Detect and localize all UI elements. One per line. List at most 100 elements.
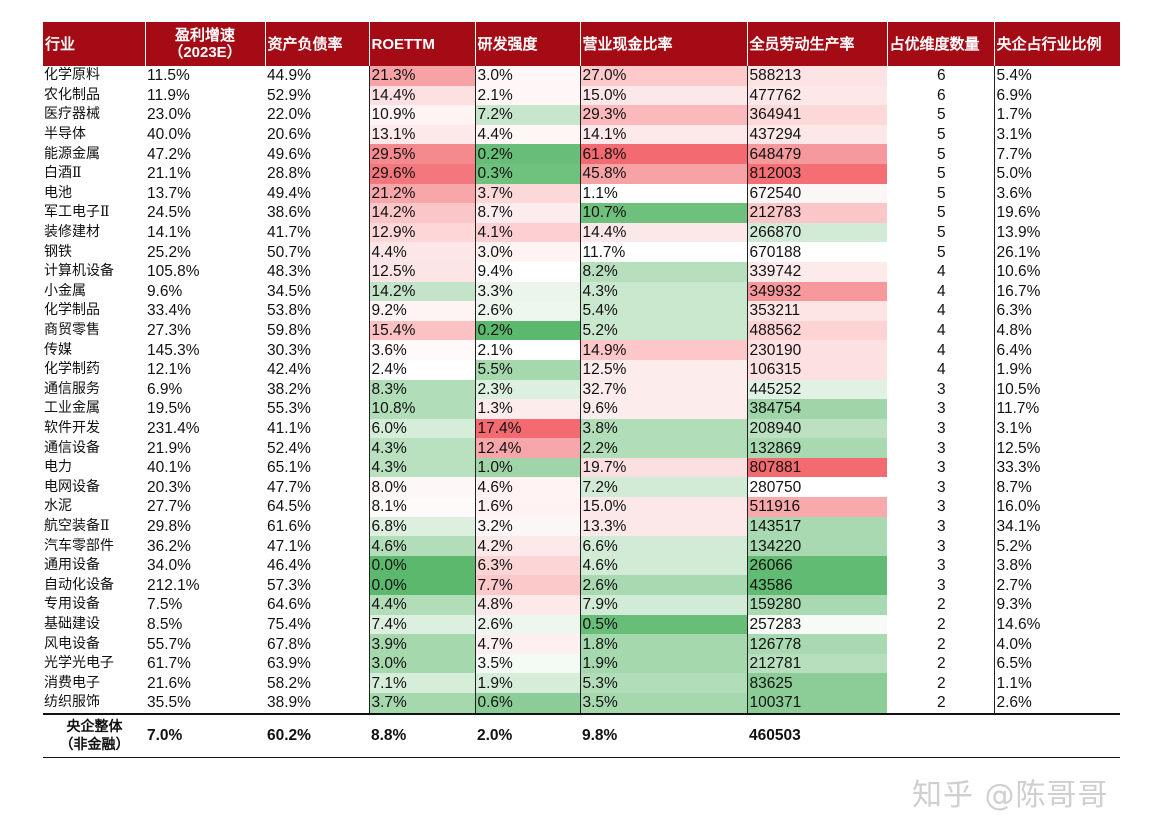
table-cell: 47.1% (267, 537, 311, 555)
summary-row: 央企整体 （非金融） 7.0% 60.2% 8.8% 2.0% 9.8% 460503 (43, 712, 1120, 758)
table-cell: 5.0% (993, 163, 1120, 184)
table-cell: 3.0% (368, 653, 475, 674)
table-cell: 25.2% (147, 243, 191, 261)
table-cell: 20.3% (147, 478, 191, 496)
table-cell: 15.0% (579, 85, 747, 106)
table-cell: 132869 (746, 438, 887, 458)
table-cell: 145.3% (147, 341, 200, 359)
table-cell: 11.7% (993, 399, 1120, 419)
table-cell: 4.6% (474, 477, 580, 498)
table-cell: 5 (936, 145, 946, 163)
table-cell: 2.2% (579, 438, 747, 458)
industry-name: 小金属 (44, 282, 86, 299)
table-cell: 19.6% (993, 203, 1120, 223)
industry-name: 装修建材 (44, 224, 100, 241)
table-cell: 9.6% (579, 399, 747, 419)
table-cell: 29.6% (368, 163, 475, 184)
table-cell: 48.3% (267, 263, 311, 281)
table-cell: 13.7% (147, 184, 191, 202)
table-cell: 58.2% (267, 674, 311, 692)
table-cell: 2 (936, 596, 946, 614)
table-cell: 4.7% (474, 634, 580, 654)
table-cell: 10.8% (368, 399, 475, 419)
table-cell: 230190 (746, 340, 887, 360)
table-header-row: 行业 盈利增速 （2023E） 资产负债率 ROETTM 研发强度 营业现金比率 全员劳动生… (43, 22, 1121, 66)
table-cell: 2.6% (474, 301, 580, 321)
table-cell: 38.6% (267, 204, 311, 222)
table-cell: 38.9% (267, 694, 311, 712)
industry-name: 汽车零部件 (44, 537, 114, 554)
table-cell: 2 (936, 655, 946, 673)
industry-name: 化学制药 (44, 361, 100, 378)
table-cell: 6.9% (147, 380, 183, 398)
industry-name: 计算机设备 (44, 263, 114, 280)
table-cell: 105.8% (147, 263, 200, 281)
table-cell: 14.9% (579, 340, 747, 360)
table-cell: 4.3% (368, 438, 475, 458)
table-cell: 6.3% (993, 301, 1120, 321)
industry-name: 风电设备 (44, 635, 100, 652)
table-cell: 3 (936, 380, 946, 398)
table-cell: 7.4% (368, 614, 475, 635)
industry-name: 钢铁 (44, 243, 72, 260)
table-cell: 1.7% (993, 105, 1120, 125)
industry-name: 电网设备 (44, 478, 100, 495)
table-cell: 19.5% (147, 400, 191, 418)
table-cell: 57.3% (267, 576, 311, 594)
table-cell: 4 (936, 282, 946, 300)
table-cell: 349932 (746, 281, 887, 302)
table-cell: 212.1% (147, 576, 200, 594)
table-row: 电网设备 20.3% 47.7% 8.0% 4.6% 7.2% 280750 3 8.7% (43, 477, 1120, 498)
table-cell: 1.1% (579, 183, 747, 204)
table-cell: 2 (936, 615, 946, 633)
table-cell: 0.5% (579, 614, 747, 635)
table-cell: 6.8% (368, 516, 475, 537)
table-cell: 13.1% (368, 124, 475, 145)
table-cell: 8.5% (147, 615, 183, 633)
table-row: 化学原料 11.5% 44.9% 21.3% 3.0% 27.0% 588213 6 5.4% (43, 66, 1120, 86)
table-cell: 4 (936, 322, 946, 340)
table-cell: 15.4% (368, 320, 475, 341)
table-cell: 5.4% (579, 301, 747, 321)
column-header: 行业 (43, 22, 146, 66)
table-cell: 46.4% (267, 557, 311, 575)
table-cell: 20.6% (267, 126, 311, 144)
table-cell: 812003 (746, 163, 887, 184)
table-cell: 34.0% (147, 557, 191, 575)
industry-name: 通用设备 (44, 557, 100, 574)
table-cell: 5 (936, 204, 946, 222)
industry-name: 专用设备 (44, 596, 100, 613)
table-cell: 65.1% (267, 459, 311, 477)
table-cell: 280750 (746, 477, 887, 498)
table-cell: 29.3% (579, 105, 747, 125)
table-cell: 2.1% (474, 340, 580, 360)
table-cell: 14.2% (368, 203, 475, 223)
table-cell: 17.4% (474, 418, 580, 439)
table-cell: 29.5% (368, 144, 475, 164)
watermark: 知乎 @陈哥哥 (912, 778, 1109, 813)
table-row: 电池 13.7% 49.4% 21.2% 3.7% 1.1% 672540 5 3.6% (43, 183, 1120, 204)
table-cell: 22.0% (267, 106, 311, 124)
table-cell: 8.0% (368, 477, 475, 498)
table-row: 医疗器械 23.0% 22.0% 10.9% 7.2% 29.3% 364941 5 1.7% (43, 105, 1120, 125)
table-cell: 45.8% (579, 163, 747, 184)
table-cell: 11.9% (147, 86, 190, 104)
table-cell: 3.1% (993, 418, 1120, 439)
table-cell: 339742 (746, 261, 887, 282)
table-cell: 3.9% (368, 634, 475, 654)
table-cell: 64.6% (267, 596, 311, 614)
table-cell: 4 (936, 302, 946, 320)
table-cell: 126778 (746, 634, 887, 654)
table-row: 电力 40.1% 65.1% 4.3% 1.0% 19.7% 807881 3 33.3% (43, 457, 1120, 478)
table-row: 水泥 27.7% 64.5% 8.1% 1.6% 15.0% 511916 3 16.0% (43, 497, 1120, 517)
table-cell: 3 (936, 439, 946, 457)
table-row: 计算机设备 105.8% 48.3% 12.5% 9.4% 8.2% 339742 4 10.6… (43, 261, 1120, 282)
table-cell: 3.7% (474, 183, 580, 204)
table-cell: 2 (936, 694, 946, 712)
table-cell: 3.8% (579, 418, 747, 439)
industry-name: 航空装备Ⅱ (44, 517, 110, 534)
table-cell: 6.9% (993, 85, 1120, 106)
column-header: 资产负债率 (265, 22, 370, 66)
table-row: 消费电子 21.6% 58.2% 7.1% 1.9% 5.3% 83625 2 1.1% (43, 673, 1120, 693)
table-cell: 83625 (746, 673, 887, 693)
